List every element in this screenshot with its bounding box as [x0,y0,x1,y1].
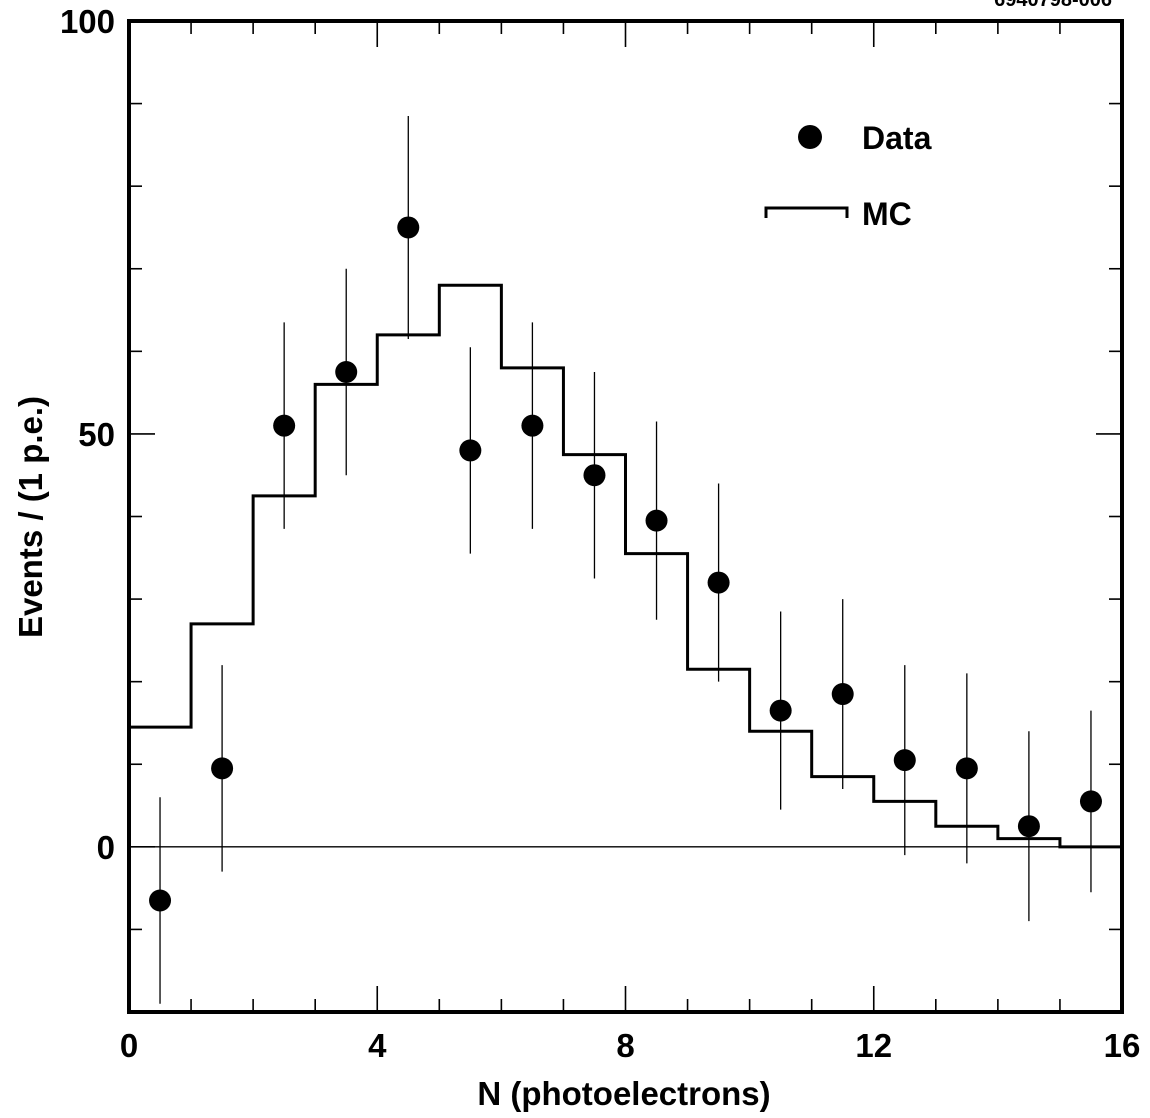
legend-mc-label: MC [862,196,912,232]
data-point [335,361,357,383]
y-axis-label: Events / (1 p.e.) [12,396,49,638]
plot-area [129,116,1122,1004]
data-point [708,572,730,594]
data-point [521,415,543,437]
data-point [149,890,171,912]
y-tick-label: 100 [60,3,115,40]
data-point [211,757,233,779]
data-point [832,683,854,705]
x-tick-label: 8 [616,1027,634,1064]
data-point [459,439,481,461]
y-tick-label: 50 [78,416,115,453]
x-axis-label: N (photoelectrons) [477,1075,770,1112]
y-tick-label: 0 [97,829,115,866]
data-point [1080,790,1102,812]
data-point [1018,815,1040,837]
x-tick-label: 16 [1104,1027,1141,1064]
data-point [894,749,916,771]
x-tick-label: 0 [120,1027,138,1064]
data-point [770,700,792,722]
data-point [273,415,295,437]
legend-mc-symbol [766,208,847,218]
axes: 0 4 8 12 16 0 50 100 [60,3,1140,1064]
data-point [583,464,605,486]
data-point [397,216,419,238]
data-point [646,510,668,532]
figure-tag: 6940798-006 [994,0,1112,11]
legend-data-label: Data [862,120,932,156]
x-tick-label: 4 [368,1027,387,1064]
legend: Data MC [766,120,932,232]
data-point [956,757,978,779]
legend-data-marker [798,125,822,149]
x-tick-label: 12 [855,1027,892,1064]
